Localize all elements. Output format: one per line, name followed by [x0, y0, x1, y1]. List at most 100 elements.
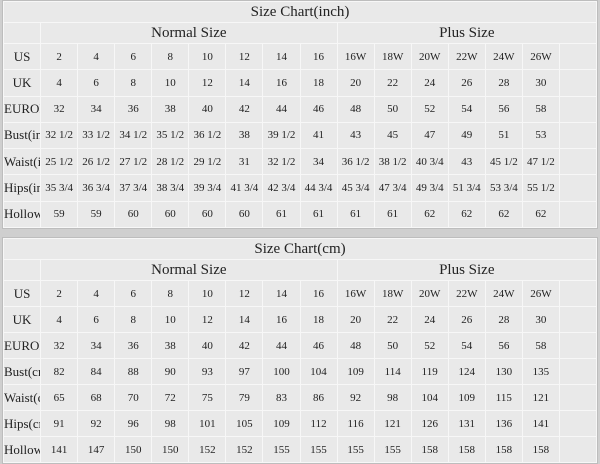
chart-title: Size Chart(cm) — [3, 238, 597, 260]
table-cell: 46 — [299, 332, 338, 359]
chart-title: Size Chart(inch) — [3, 1, 597, 23]
row-label: Hollow to Floor(cm) — [2, 436, 42, 463]
table-cell: 150 — [151, 436, 190, 463]
table-cell: 4 — [77, 42, 116, 71]
table-cell: 72 — [151, 384, 190, 411]
table-cell: 24 — [410, 306, 449, 333]
table-cell: 12 — [188, 306, 227, 333]
empty-cell — [558, 69, 598, 97]
table-cell: 105 — [225, 410, 264, 437]
table-cell: 131 — [447, 410, 486, 437]
table-cell: 6 — [114, 280, 153, 307]
table-row: Bust(inch)32 1/233 1/234 1/235 1/236 1/2… — [2, 121, 598, 150]
table-cell: 18W — [373, 42, 412, 71]
table-cell: 47 3/4 — [373, 174, 412, 202]
table-cell: 12 — [225, 42, 264, 71]
empty-cell — [558, 332, 598, 359]
table-cell: 14 — [225, 69, 264, 97]
table-cell: 45 3/4 — [336, 174, 375, 202]
table-cell: 158 — [447, 436, 486, 463]
table-cell: 6 — [77, 306, 116, 333]
table-cell: 59 — [40, 200, 79, 229]
table-cell: 36 — [114, 332, 153, 359]
table-cell: 35 1/2 — [151, 121, 190, 150]
table-cell: 62 — [447, 200, 486, 229]
empty-cell — [2, 259, 42, 281]
table-cell: 44 — [262, 95, 301, 123]
table-cell: 135 — [521, 358, 560, 385]
table-cell: 92 — [336, 384, 375, 411]
table-cell: 119 — [410, 358, 449, 385]
table-cell: 62 — [521, 200, 560, 229]
table-cell: 88 — [114, 358, 153, 385]
table-cell: 155 — [299, 436, 338, 463]
table-cell: 38 — [225, 121, 264, 150]
table-cell: 109 — [336, 358, 375, 385]
table-cell: 26W — [521, 280, 560, 307]
table-cell: 35 3/4 — [40, 174, 79, 202]
table-cell: 42 3/4 — [262, 174, 301, 202]
table-cell: 136 — [484, 410, 523, 437]
table-cell: 92 — [77, 410, 116, 437]
table-cell: 10 — [151, 306, 190, 333]
table-cell: 97 — [225, 358, 264, 385]
size-table: Size Chart(inch) Normal Size Plus Size US 2 4… — [2, 1, 598, 229]
table-cell: 68 — [77, 384, 116, 411]
table-cell: 44 3/4 — [299, 174, 338, 202]
title-row: Size Chart(cm) — [3, 238, 597, 260]
section-plus-size: Plus Size — [336, 22, 598, 44]
table-cell: 16 — [299, 280, 338, 307]
table-cell: 43 — [336, 121, 375, 150]
table-cell: 26 — [447, 69, 486, 97]
table-cell: 155 — [336, 436, 375, 463]
table-cell: 60 — [188, 200, 227, 229]
table-cell: 22 — [373, 69, 412, 97]
table-cell: 4 — [77, 280, 116, 307]
empty-cell — [2, 22, 42, 44]
table-cell: 147 — [77, 436, 116, 463]
table-cell: 26W — [521, 42, 560, 71]
table-cell: 24W — [484, 42, 523, 71]
empty-cell — [558, 306, 598, 333]
table-cell: 18 — [299, 306, 338, 333]
table-row: Hollow to Floor(cm)141147150150152152155… — [2, 436, 598, 463]
table-cell: 42 — [225, 95, 264, 123]
table-cell: 2 — [40, 42, 79, 71]
table-cell: 38 1/2 — [373, 148, 412, 176]
table-cell: 75 — [188, 384, 227, 411]
table-cell: 98 — [151, 410, 190, 437]
table-cell: 22W — [447, 280, 486, 307]
table-cell: 49 3/4 — [410, 174, 449, 202]
table-cell: 49 — [447, 121, 486, 150]
table-row: EUROPE3234363840424446485052545658 — [2, 95, 598, 123]
empty-cell — [558, 95, 598, 123]
table-cell: 18 — [299, 69, 338, 97]
table-row: UK 4 6 8 10 12 14 16 18 20 22 24 26 28 30 — [2, 306, 598, 333]
table-cell: 12 — [188, 69, 227, 97]
table-cell: 10 — [151, 69, 190, 97]
table-cell: 51 3/4 — [447, 174, 486, 202]
table-cell: 34 — [299, 148, 338, 176]
table-cell: 43 — [447, 148, 486, 176]
table-cell: 14 — [262, 42, 301, 71]
table-cell: 41 — [299, 121, 338, 150]
table-cell: 29 1/2 — [188, 148, 227, 176]
table-cell: 32 1/2 — [262, 148, 301, 176]
table-cell: 79 — [225, 384, 264, 411]
empty-cell — [558, 410, 598, 437]
row-label: Hips(inch) — [2, 174, 42, 202]
table-cell: 14 — [262, 280, 301, 307]
table-cell: 130 — [484, 358, 523, 385]
table-row: Waist(inch)25 1/226 1/227 1/228 1/229 1/… — [2, 148, 598, 176]
table-cell: 82 — [40, 358, 79, 385]
table-cell: 38 — [151, 332, 190, 359]
section-normal-size: Normal Size — [40, 22, 338, 44]
table-cell: 26 — [447, 306, 486, 333]
table-cell: 152 — [225, 436, 264, 463]
table-cell: 22W — [447, 42, 486, 71]
table-cell: 18W — [373, 280, 412, 307]
row-label: EUROPE — [2, 332, 42, 359]
table-cell: 8 — [114, 306, 153, 333]
table-cell: 48 — [336, 95, 375, 123]
table-cell: 83 — [262, 384, 301, 411]
